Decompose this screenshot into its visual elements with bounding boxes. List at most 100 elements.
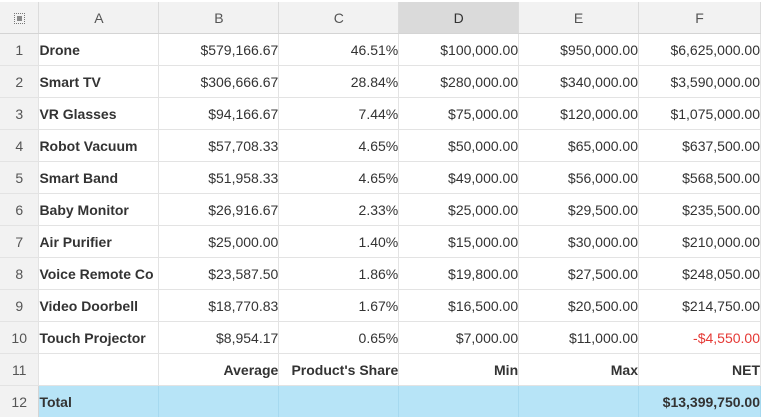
cell-min[interactable]: $7,000.00: [399, 322, 519, 354]
row-header[interactable]: 11: [0, 354, 39, 386]
cell-min[interactable]: $19,800.00: [399, 258, 519, 290]
row-header[interactable]: 8: [0, 258, 39, 290]
cell-label-min[interactable]: Min: [399, 354, 519, 386]
cell-average[interactable]: $94,166.67: [159, 98, 279, 130]
cell-min[interactable]: $50,000.00: [399, 130, 519, 162]
cell-min[interactable]: $16,500.00: [399, 290, 519, 322]
cell-min[interactable]: $49,000.00: [399, 162, 519, 194]
cell-product[interactable]: Baby Monitor: [39, 194, 159, 226]
select-all-icon: [14, 13, 25, 24]
cell-total-net[interactable]: $13,399,750.00: [639, 386, 761, 417]
cell-average[interactable]: $57,708.33: [159, 130, 279, 162]
cell-max[interactable]: $30,000.00: [519, 226, 639, 258]
cell-label-share[interactable]: Product's Share: [279, 354, 399, 386]
cell-average[interactable]: $8,954.17: [159, 322, 279, 354]
row-header[interactable]: 4: [0, 130, 39, 162]
cell-average[interactable]: $51,958.33: [159, 162, 279, 194]
cell-share[interactable]: 1.67%: [279, 290, 399, 322]
cell-total-label[interactable]: Total: [39, 386, 159, 417]
cell-average[interactable]: $18,770.83: [159, 290, 279, 322]
row-header[interactable]: 7: [0, 226, 39, 258]
row-header[interactable]: 9: [0, 290, 39, 322]
table-row: 8 Voice Remote Co $23,587.50 1.86% $19,8…: [0, 258, 761, 290]
cell-net[interactable]: $214,750.00: [639, 290, 761, 322]
summary-labels-row: 11 Average Product's Share Min Max NET: [0, 354, 761, 386]
cell-product[interactable]: Robot Vacuum: [39, 130, 159, 162]
cell-max[interactable]: $29,500.00: [519, 194, 639, 226]
row-header[interactable]: 6: [0, 194, 39, 226]
cell-min[interactable]: $100,000.00: [399, 34, 519, 66]
column-header-a[interactable]: A: [39, 2, 159, 34]
table-row: 7 Air Purifier $25,000.00 1.40% $15,000.…: [0, 226, 761, 258]
cell-product[interactable]: Air Purifier: [39, 226, 159, 258]
cell-max[interactable]: $27,500.00: [519, 258, 639, 290]
column-header-c[interactable]: C: [279, 2, 399, 34]
cell-share[interactable]: 4.65%: [279, 162, 399, 194]
cell-total-share[interactable]: [279, 386, 399, 417]
cell-share[interactable]: 1.40%: [279, 226, 399, 258]
cell-average[interactable]: $579,166.67: [159, 34, 279, 66]
cell-average[interactable]: $25,000.00: [159, 226, 279, 258]
cell-label-average[interactable]: Average: [159, 354, 279, 386]
cell-product[interactable]: VR Glasses: [39, 98, 159, 130]
cell-max[interactable]: $340,000.00: [519, 66, 639, 98]
cell-total-min[interactable]: [399, 386, 519, 417]
cell-net[interactable]: $637,500.00: [639, 130, 761, 162]
row-header[interactable]: 2: [0, 66, 39, 98]
cell-max[interactable]: $950,000.00: [519, 34, 639, 66]
cell-average[interactable]: $26,916.67: [159, 194, 279, 226]
cell-empty[interactable]: [39, 354, 159, 386]
select-all-corner[interactable]: [0, 2, 39, 34]
cell-min[interactable]: $280,000.00: [399, 66, 519, 98]
cell-share[interactable]: 0.65%: [279, 322, 399, 354]
row-header[interactable]: 1: [0, 34, 39, 66]
cell-share[interactable]: 46.51%: [279, 34, 399, 66]
cell-share[interactable]: 1.86%: [279, 258, 399, 290]
cell-share[interactable]: 28.84%: [279, 66, 399, 98]
column-header-d[interactable]: D: [399, 2, 519, 34]
cell-product[interactable]: Touch Projector: [39, 322, 159, 354]
cell-max[interactable]: $120,000.00: [519, 98, 639, 130]
cell-min[interactable]: $15,000.00: [399, 226, 519, 258]
cell-share[interactable]: 4.65%: [279, 130, 399, 162]
cell-max[interactable]: $65,000.00: [519, 130, 639, 162]
cell-net[interactable]: $568,500.00: [639, 162, 761, 194]
cell-max[interactable]: $11,000.00: [519, 322, 639, 354]
cell-average[interactable]: $23,587.50: [159, 258, 279, 290]
cell-total-max[interactable]: [519, 386, 639, 417]
column-header-b[interactable]: B: [159, 2, 279, 34]
row-header[interactable]: 10: [0, 322, 39, 354]
cell-net[interactable]: $235,500.00: [639, 194, 761, 226]
cell-min[interactable]: $25,000.00: [399, 194, 519, 226]
cell-label-net[interactable]: NET: [639, 354, 761, 386]
cell-total-average[interactable]: [159, 386, 279, 417]
table-row: 3 VR Glasses $94,166.67 7.44% $75,000.00…: [0, 98, 761, 130]
cell-product[interactable]: Smart Band: [39, 162, 159, 194]
cell-net[interactable]: $6,625,000.00: [639, 34, 761, 66]
cell-share[interactable]: 7.44%: [279, 98, 399, 130]
cell-net[interactable]: $210,000.00: [639, 226, 761, 258]
cell-net[interactable]: $1,075,000.00: [639, 98, 761, 130]
column-header-f[interactable]: F: [639, 2, 761, 34]
cell-product[interactable]: Smart TV: [39, 66, 159, 98]
cell-share[interactable]: 2.33%: [279, 194, 399, 226]
row-header[interactable]: 5: [0, 162, 39, 194]
cell-label-max[interactable]: Max: [519, 354, 639, 386]
table-row: 6 Baby Monitor $26,916.67 2.33% $25,000.…: [0, 194, 761, 226]
table-row: 1 Drone $579,166.67 46.51% $100,000.00 $…: [0, 34, 761, 66]
cell-net[interactable]: $3,590,000.00: [639, 66, 761, 98]
cell-product[interactable]: Voice Remote Co: [39, 258, 159, 290]
cell-product[interactable]: Video Doorbell: [39, 290, 159, 322]
cell-min[interactable]: $75,000.00: [399, 98, 519, 130]
row-header[interactable]: 3: [0, 98, 39, 130]
column-header-e[interactable]: E: [519, 2, 639, 34]
cell-net-negative[interactable]: -$4,550.00: [639, 322, 761, 354]
cell-net[interactable]: $248,050.00: [639, 258, 761, 290]
cell-product[interactable]: Drone: [39, 34, 159, 66]
cell-average[interactable]: $306,666.67: [159, 66, 279, 98]
cell-max[interactable]: $20,500.00: [519, 290, 639, 322]
cell-max[interactable]: $56,000.00: [519, 162, 639, 194]
row-header[interactable]: 12: [0, 386, 39, 417]
